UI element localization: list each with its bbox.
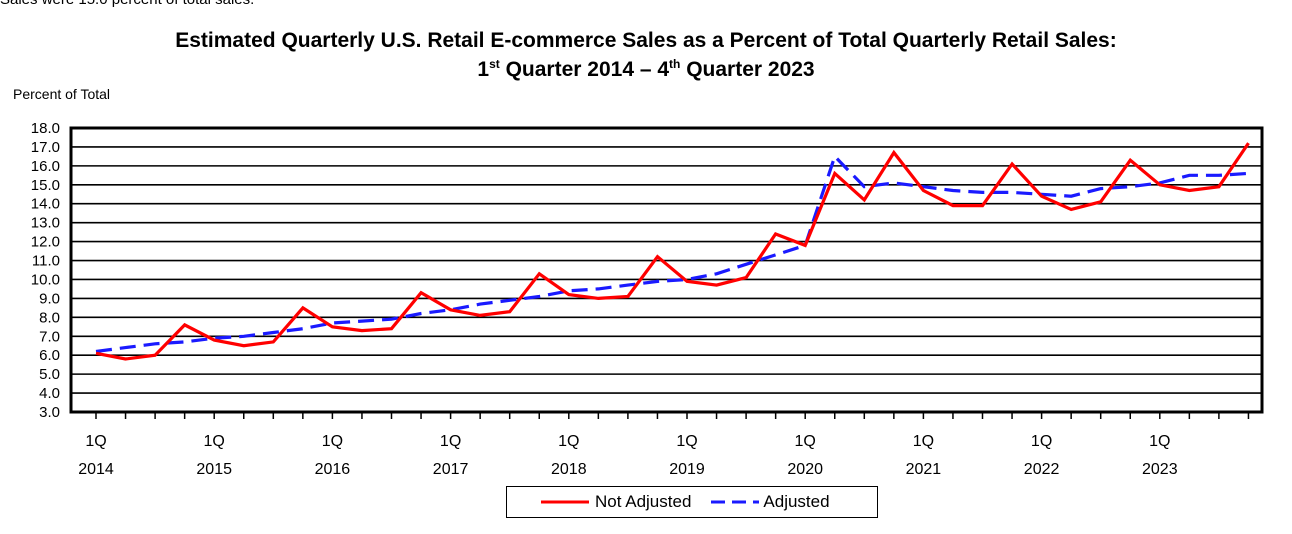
- series-line-not-adjusted: [95, 142, 1250, 361]
- x-tick-label-quarter: 1Q: [913, 433, 934, 450]
- x-tick-label-quarter: 1Q: [322, 433, 343, 450]
- y-tick-label: 10.0: [31, 271, 60, 288]
- x-tick-label-year: 2017: [433, 461, 469, 478]
- chart-title-line2: 1st Quarter 2014 – 4th Quarter 2023: [477, 57, 815, 81]
- legend-label-adjusted: Adjusted: [763, 492, 830, 511]
- not-adjusted-swatch-icon: [541, 500, 589, 504]
- y-tick-label: 18.0: [31, 120, 60, 137]
- gridlines: [71, 127, 1262, 413]
- y-tick-label: 6.0: [39, 347, 60, 364]
- x-tick-label-year: 2023: [1142, 461, 1178, 478]
- adjusted-swatch-icon: [711, 500, 760, 504]
- x-tick-label-year: 2015: [196, 461, 232, 478]
- x-tick-label-quarter: 1Q: [1031, 433, 1052, 450]
- series-lines: [95, 142, 1250, 361]
- y-tick-label: 9.0: [39, 290, 60, 307]
- y-tick-label: 15.0: [31, 177, 60, 194]
- y-tick-label: 16.0: [31, 158, 60, 175]
- x-tick-label-quarter: 1Q: [1149, 433, 1170, 450]
- y-tick-label: 14.0: [31, 196, 60, 213]
- x-tick-label-quarter: 1Q: [676, 433, 697, 450]
- y-tick-label: 8.0: [39, 309, 60, 326]
- plot-frame: [69, 126, 1264, 414]
- x-tick-label-year: 2016: [315, 461, 351, 478]
- y-axis-label: Percent of Total: [13, 86, 111, 102]
- x-tick-label-quarter: 1Q: [795, 433, 816, 450]
- x-tick-label-year: 2022: [1024, 461, 1060, 478]
- x-tick-label-quarter: 1Q: [204, 433, 225, 450]
- y-tick-label: 4.0: [39, 385, 60, 402]
- x-tick-label-year: 2021: [906, 461, 942, 478]
- clipped-header-text: Sales were 15.0 percent of total sales.: [0, 0, 1292, 8]
- legend-item-adjusted: Adjusted: [711, 492, 830, 512]
- series-line-adjusted: [95, 153, 1249, 353]
- x-tick-label-year: 2014: [78, 461, 114, 478]
- y-tick-label: 3.0: [39, 404, 60, 421]
- y-tick-label: 5.0: [39, 366, 60, 383]
- chart-title-line1: Estimated Quarterly U.S. Retail E-commer…: [175, 29, 1117, 52]
- y-tick-label: 12.0: [31, 234, 60, 251]
- y-tick-label: 7.0: [39, 328, 60, 345]
- chart-title: Estimated Quarterly U.S. Retail E-commer…: [0, 26, 1292, 84]
- legend: Not Adjusted Adjusted: [506, 486, 878, 518]
- legend-item-not-adjusted: Not Adjusted: [541, 492, 691, 512]
- x-tick-label-year: 2019: [669, 461, 705, 478]
- x-tick-label-quarter: 1Q: [558, 433, 579, 450]
- x-tick-label-year: 2018: [551, 461, 587, 478]
- legend-label-not-adjusted: Not Adjusted: [595, 492, 692, 511]
- x-tick-label-year: 2020: [787, 461, 823, 478]
- x-tick-label-quarter: 1Q: [440, 433, 461, 450]
- y-tick-label: 17.0: [31, 139, 60, 156]
- x-tick-label-quarter: 1Q: [85, 433, 106, 450]
- x-axis-ticks: 1Q 2014 1Q 2015 1Q 2016 1Q 2017 1Q 2018 1Q 2019 1Q 20…: [78, 412, 1250, 478]
- y-axis-ticks: 3.0 4.0 5.0 6.0 7.0 8.0 9.0 10.011.0 12.0 13.0 14.…: [31, 120, 60, 421]
- y-tick-label: 13.0: [31, 215, 60, 232]
- y-tick-label: 11.0: [32, 253, 60, 270]
